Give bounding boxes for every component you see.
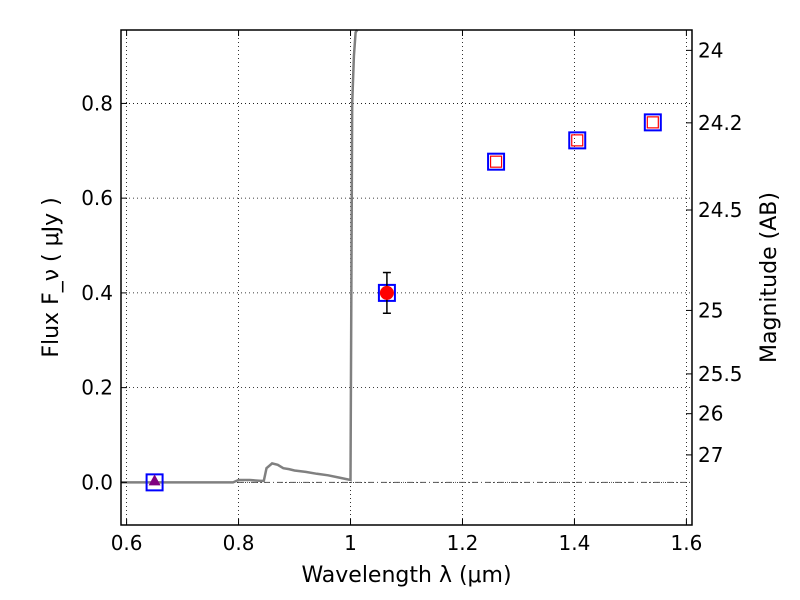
blue-open-square-marker — [568, 131, 587, 150]
red-open-square-marker — [571, 134, 584, 147]
x-axis-label: Wavelength λ (μm) — [301, 563, 511, 588]
y-tick-label: 0.4 — [81, 281, 113, 305]
blue-open-square-marker — [487, 152, 506, 171]
x-tick-label: 1.6 — [670, 531, 702, 555]
x-tick-label: 1.2 — [447, 531, 479, 555]
red-filled-circle-marker — [379, 285, 394, 300]
y-tick-label: 0.8 — [81, 91, 113, 115]
y-right-tick-label: 25.5 — [698, 362, 743, 386]
y-right-tick-label: 27 — [698, 443, 723, 467]
sed-model-curve — [121, 29, 359, 484]
y-right-tick-label: 26 — [698, 402, 723, 426]
y-right-tick-label: 25 — [698, 298, 723, 322]
x-tick-label: 1 — [344, 531, 357, 555]
y-axis-label: Flux F_ν ( μJy ) — [39, 197, 64, 357]
red-open-square-marker — [646, 116, 659, 129]
x-tick-label: 1.4 — [559, 531, 591, 555]
y-tick-label: 0.0 — [81, 470, 113, 494]
red-open-square-marker — [489, 155, 503, 168]
x-tick-label: 0.6 — [111, 531, 143, 555]
grid-lines — [121, 30, 692, 525]
plot-frame — [120, 29, 693, 526]
blue-open-square-marker — [643, 113, 662, 132]
purple-triangle-marker — [148, 474, 161, 486]
sed-model-layer — [121, 29, 359, 484]
y-axis-right-label: Magnitude (AB) — [757, 192, 782, 363]
y-right-tick-label: 24.5 — [698, 198, 743, 222]
y-right-tick-label: 24.2 — [698, 111, 743, 135]
y-tick-label: 0.6 — [81, 186, 113, 210]
y-right-tick-label: 24 — [698, 38, 723, 62]
y-tick-label: 0.2 — [81, 376, 113, 400]
axis-ticks: 0.6 0.8 1 1.2 1.4 1.6 0.0 0.2 0.4 0.6 0.8 24 24.2 24.… — [81, 30, 743, 555]
data-markers — [145, 113, 662, 492]
x-tick-label: 0.8 — [223, 531, 255, 555]
